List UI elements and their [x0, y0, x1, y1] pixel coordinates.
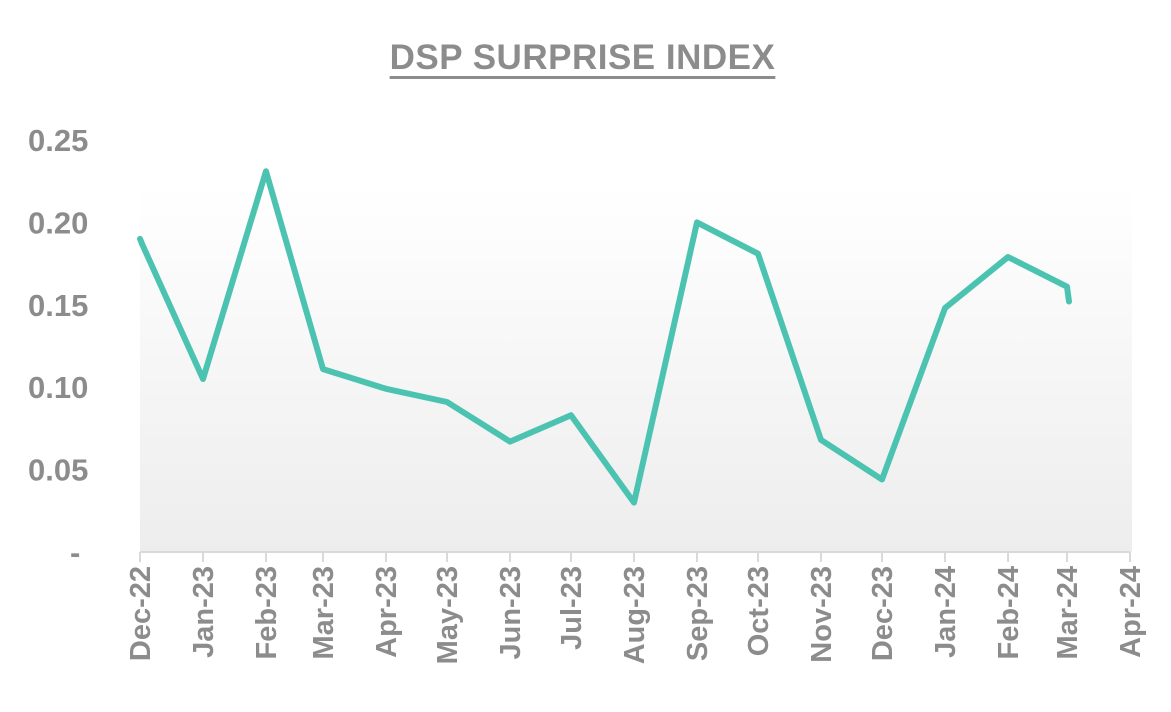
x-axis: Dec-22 Jan-23 Feb-23 Mar-23 Apr-23 May-23 Jun-… [125, 551, 1147, 664]
y-tick-label: - [70, 535, 80, 570]
y-tick-label: 0.25 [28, 123, 88, 158]
x-tick-label: Jan-23 [188, 566, 220, 658]
x-tick-label: Nov-23 [806, 566, 838, 663]
x-tick-label: Jun-23 [495, 566, 527, 659]
series-layer [137, 168, 1072, 506]
y-axis: - 0.05 0.10 0.15 0.20 0.25 [28, 123, 88, 570]
x-tick-label: Apr-24 [1115, 566, 1147, 658]
x-tick-label: Aug-23 [619, 566, 651, 664]
x-tick-label: Mar-24 [1052, 566, 1084, 660]
x-tick-label: Dec-23 [867, 566, 899, 661]
x-tick-label: Oct-23 [743, 566, 775, 656]
x-tick-label: Sep-23 [682, 566, 714, 661]
x-tick-label: Jan-24 [930, 566, 962, 658]
x-tick-label: Jul-23 [556, 566, 588, 650]
y-tick-label: 0.10 [28, 370, 88, 405]
y-tick-label: 0.15 [28, 288, 88, 323]
x-tick-label: May-23 [432, 566, 464, 664]
x-tick-label: Apr-23 [371, 566, 403, 658]
x-tick-label: Feb-23 [251, 566, 283, 659]
x-tick-label: Dec-22 [125, 566, 157, 661]
chart-title: DSP SURPRISE INDEX [389, 38, 776, 77]
y-tick-label: 0.20 [28, 205, 88, 240]
x-tick-label: Feb-24 [993, 566, 1025, 659]
series-line [137, 168, 1072, 506]
y-tick-label: 0.05 [28, 453, 88, 488]
x-tick-label: Mar-23 [308, 566, 340, 660]
